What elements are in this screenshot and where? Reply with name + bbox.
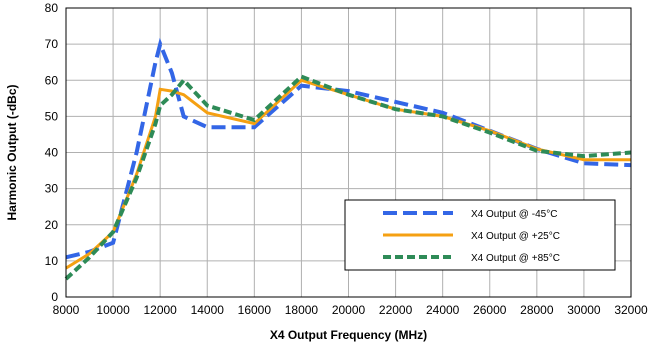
y-tick-label: 80 xyxy=(45,1,59,15)
series-group xyxy=(64,37,632,281)
legend-label: X4 Output @ +85°C xyxy=(471,253,560,264)
y-tick-label: 70 xyxy=(45,37,59,51)
y-tick-label: 40 xyxy=(45,146,59,160)
y-tick-label: 0 xyxy=(51,290,58,304)
y-tick-label: 60 xyxy=(45,73,59,87)
x-tick-label: 32000 xyxy=(614,303,648,317)
x-tick-label: 8000 xyxy=(53,303,80,317)
legend-label: X4 Output @ -45°C xyxy=(471,209,557,220)
y-tick-label: 10 xyxy=(45,254,59,268)
y-axis: 0 10 20 30 40 50 60 70 80 xyxy=(45,1,59,304)
x-tick-label: 26000 xyxy=(473,303,507,317)
y-tick-label: 20 xyxy=(45,218,59,232)
x-axis: 8000 10000 12000 14000 16000 18000 20000 22000 2… xyxy=(53,303,648,317)
x-tick-label: 24000 xyxy=(426,303,460,317)
y-tick-label: 50 xyxy=(45,109,59,123)
legend-label: X4 Output @ +25°C xyxy=(471,231,560,242)
x-tick-label: 18000 xyxy=(285,303,319,317)
x-tick-label: 28000 xyxy=(520,303,554,317)
series-line-2 xyxy=(64,74,632,281)
plot-area-border xyxy=(65,7,632,298)
x-tick-label: 30000 xyxy=(567,303,601,317)
x-axis-title: X4 Output Frequency (MHz) xyxy=(270,328,427,342)
y-tick-label: 30 xyxy=(45,182,59,196)
x-tick-label: 20000 xyxy=(332,303,366,317)
x-tick-label: 14000 xyxy=(191,303,225,317)
x-tick-label: 10000 xyxy=(96,303,130,317)
y-axis-title: Harmonic Output (-dBc) xyxy=(5,85,19,221)
legend: X4 Output @ -45°C X4 Output @ +25°C X4 Out… xyxy=(344,199,616,271)
x-tick-label: 16000 xyxy=(238,303,272,317)
x-tick-label: 22000 xyxy=(379,303,413,317)
x-tick-label: 12000 xyxy=(143,303,177,317)
